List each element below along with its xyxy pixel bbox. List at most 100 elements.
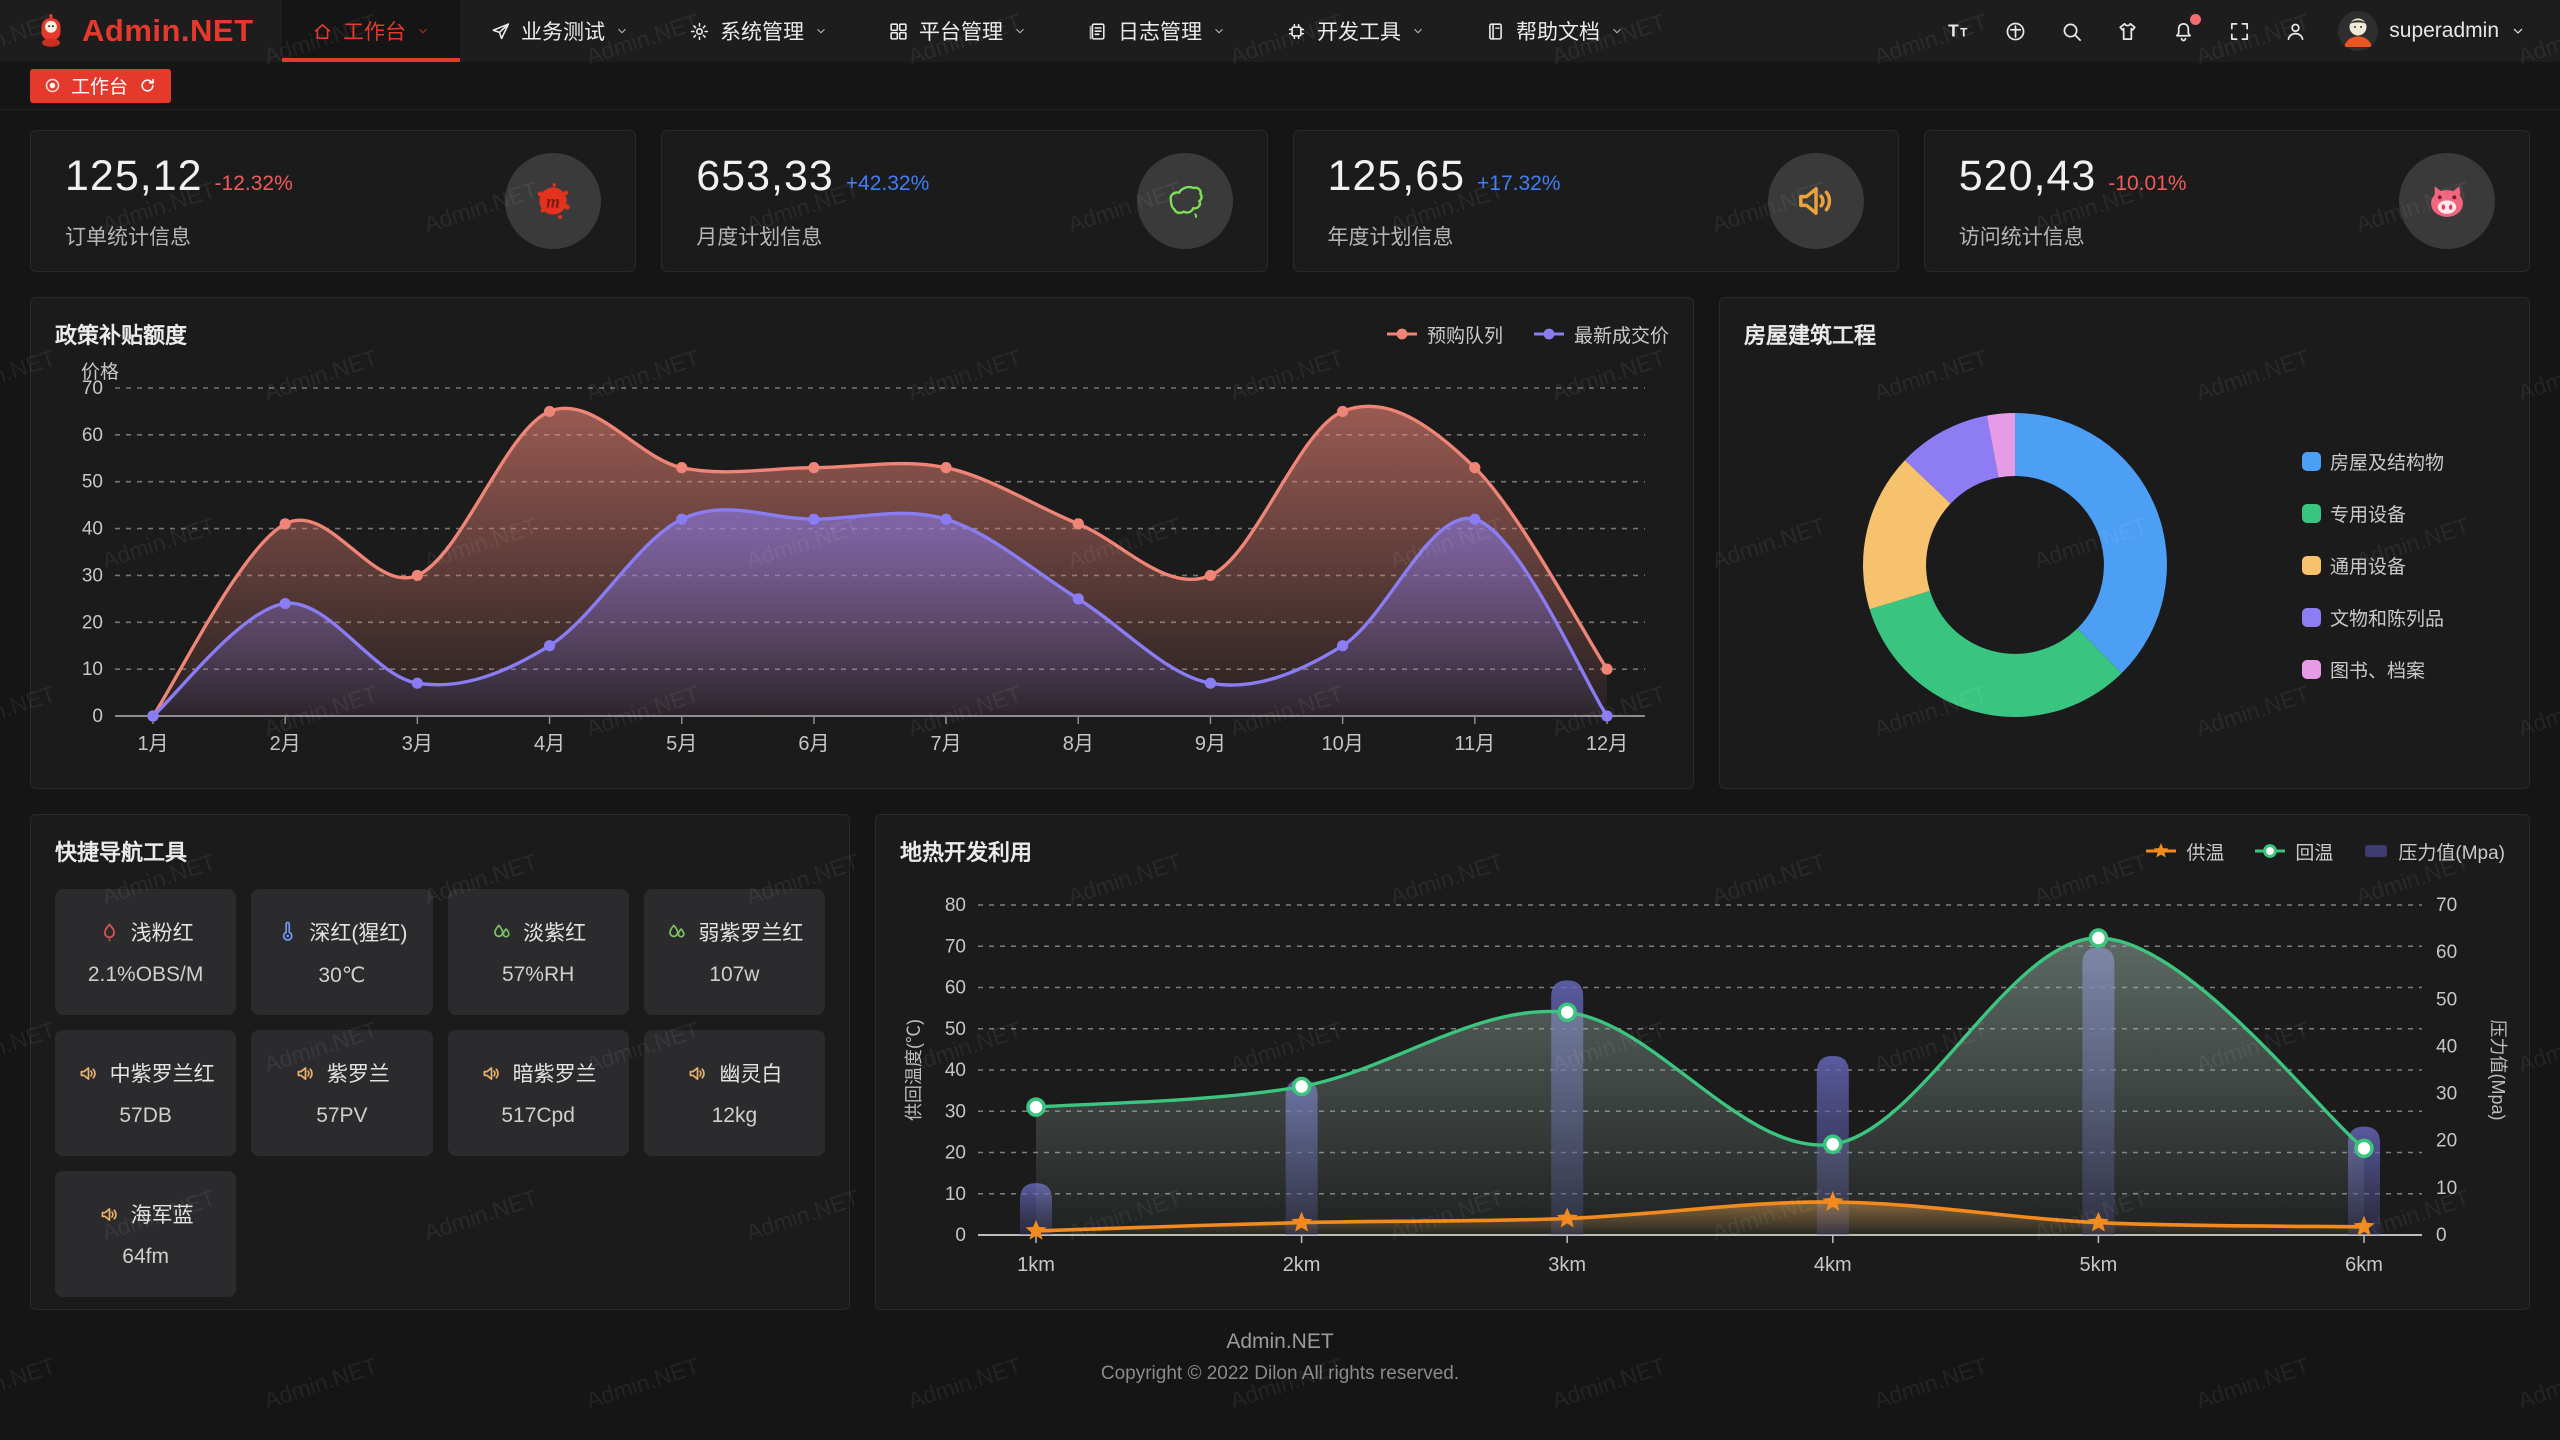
panel-geothermal: 地热开发利用 供温 回温 压力值(Mpa) 0 10 20 30 40 50 60 70 80 0 10… <box>875 814 2530 1310</box>
svg-text:10: 10 <box>82 659 103 680</box>
legend-item-供温[interactable]: 供温 <box>2145 838 2224 865</box>
donut-chart-svg <box>1863 412 2167 717</box>
legend-item-回温[interactable]: 回温 <box>2254 838 2333 865</box>
quick-nav-label: 淡紫红 <box>523 922 587 945</box>
chevron-down-icon <box>615 24 629 38</box>
nav-item-4[interactable]: 平台管理 <box>858 0 1057 62</box>
quick-nav-value: 107w <box>709 963 760 986</box>
quick-nav-value: 57PV <box>316 1104 368 1127</box>
donut-legend-item-3[interactable]: 通用设备 <box>2302 552 2444 579</box>
quick-nav-label: 浅粉红 <box>130 922 194 945</box>
volume-icon <box>686 1062 709 1085</box>
volume-icon <box>294 1062 317 1085</box>
language-icon[interactable] <box>2002 18 2028 44</box>
stat-label: 访问统计信息 <box>1958 225 2085 249</box>
svg-text:m: m <box>546 192 560 212</box>
svg-text:50: 50 <box>2436 989 2457 1010</box>
nav-item-label: 帮助文档 <box>1516 21 1600 44</box>
svg-text:10月: 10月 <box>1322 733 1364 755</box>
nav-item-label: 开发工具 <box>1317 21 1401 44</box>
quick-nav-item-7[interactable]: 暗紫罗兰 517Cpd <box>447 1030 629 1156</box>
nav-item-1[interactable]: 工作台 <box>282 0 460 62</box>
quick-nav-item-1[interactable]: 浅粉红 2.1%OBS/M <box>55 889 237 1015</box>
profile-icon[interactable] <box>2282 18 2308 44</box>
quick-nav-item-5[interactable]: 中紫罗兰红 57DB <box>55 1030 237 1156</box>
chevron-down-icon <box>1013 24 1027 38</box>
donut-legend-item-4[interactable]: 文物和陈列品 <box>2302 604 2444 631</box>
quick-nav-value: 57%RH <box>501 963 575 986</box>
search-icon[interactable] <box>2058 18 2084 44</box>
chevron-down-icon <box>1411 24 1425 38</box>
refresh-icon[interactable] <box>139 77 156 94</box>
stat-value: 653,33 <box>696 151 834 200</box>
legend-swatch <box>2302 503 2321 523</box>
stat-text: 520,43 -10.01% 访问统计信息 <box>1959 152 2187 251</box>
brand-name: Admin.NET <box>82 13 254 48</box>
donut-legend-item-5[interactable]: 图书、档案 <box>2302 656 2444 683</box>
quick-nav-item-9[interactable]: 海军蓝 64fm <box>55 1171 237 1297</box>
quick-nav-item-3[interactable]: 淡紫红 57%RH <box>447 889 629 1015</box>
legend-item-压力值(Mpa)[interactable]: 压力值(Mpa) <box>2363 838 2505 865</box>
geo-chart-legend: 供温 回温 压力值(Mpa) <box>2145 838 2505 865</box>
legend-label: 回温 <box>2295 842 2334 864</box>
stat-delta: +42.32% <box>845 171 930 195</box>
svg-text:9月: 9月 <box>1195 733 1226 755</box>
leaf-icon <box>665 921 688 944</box>
user-menu[interactable]: superadmin <box>2338 11 2526 51</box>
thermometer-icon <box>276 920 299 943</box>
quick-nav-item-2[interactable]: 深红(猩红) 30℃ <box>251 889 433 1015</box>
nav-item-2[interactable]: 业务测试 <box>460 0 659 62</box>
theme-icon[interactable] <box>2114 18 2140 44</box>
quick-nav-item-4[interactable]: 弱紫罗兰红 107w <box>643 889 825 1015</box>
legend-label: 压力值(Mpa) <box>2398 842 2505 864</box>
svg-text:T: T <box>1948 20 1959 40</box>
quick-nav-label: 深红(猩红) <box>309 921 408 945</box>
svg-text:供回温度(℃): 供回温度(℃) <box>904 1019 924 1121</box>
line-bar-chart-svg: 0 10 20 30 40 50 60 70 80 0 10 20 30 40 50 60 70 供回温度(℃) 压… <box>904 895 2508 1276</box>
svg-text:12月: 12月 <box>1586 733 1628 755</box>
donut-legend-item-2[interactable]: 专用设备 <box>2302 500 2444 527</box>
svg-text:4km: 4km <box>1814 1254 1852 1276</box>
panel-quick-nav: 快捷导航工具 浅粉红 2.1%OBS/M 深红(猩红) 30℃ 淡紫红 57%R… <box>30 814 850 1310</box>
quick-nav-label: 暗紫罗兰 <box>512 1063 597 1086</box>
quick-nav-item-6[interactable]: 紫罗兰 57PV <box>251 1030 433 1156</box>
nav-item-label: 日志管理 <box>1118 21 1202 44</box>
svg-text:60: 60 <box>2436 942 2457 963</box>
donut-legend: 房屋及结构物 专用设备 通用设备 文物和陈列品 图书、档案 <box>2302 448 2444 683</box>
quick-nav-item-8[interactable]: 幽灵白 12kg <box>643 1030 825 1156</box>
svg-text:70: 70 <box>945 936 966 957</box>
svg-text:70: 70 <box>82 378 103 399</box>
nav-item-7[interactable]: 帮助文档 <box>1455 0 1654 62</box>
quick-nav-value: 30℃ <box>318 963 366 987</box>
chevron-down-icon <box>1610 24 1624 38</box>
leaf-icon <box>490 921 513 944</box>
svg-text:11月: 11月 <box>1454 733 1495 755</box>
quick-nav-label: 海军蓝 <box>130 1204 194 1227</box>
svg-text:30: 30 <box>82 565 103 586</box>
logo-icon <box>32 12 70 50</box>
stat-delta: -12.32% <box>214 171 293 195</box>
quick-nav-grid: 浅粉红 2.1%OBS/M 深红(猩红) 30℃ 淡紫红 57%RH 弱紫罗兰红… <box>55 889 825 1297</box>
legend-item-预购队列[interactable]: 预购队列 <box>1386 321 1503 348</box>
svg-text:T: T <box>1960 25 1968 39</box>
main-menu: 工作台 业务测试 系统管理 平台管理 日志管理 开发工具 帮助文档 <box>282 0 1654 62</box>
tab-label: 工作台 <box>71 77 129 98</box>
nav-item-label: 工作台 <box>343 21 406 44</box>
legend-item-最新成交价[interactable]: 最新成交价 <box>1533 321 1669 348</box>
tab-workbench[interactable]: 工作台 <box>30 68 172 103</box>
area-chart-legend: 预购队列 最新成交价 <box>1386 321 1669 348</box>
quick-nav-value: 12kg <box>711 1104 758 1127</box>
fullscreen-icon[interactable] <box>2226 18 2252 44</box>
nav-item-5[interactable]: 日志管理 <box>1057 0 1256 62</box>
notification-icon[interactable] <box>2170 14 2202 44</box>
username: superadmin <box>2389 19 2499 42</box>
donut-legend-item-1[interactable]: 房屋及结构物 <box>2302 448 2444 475</box>
nav-item-3[interactable]: 系统管理 <box>659 0 858 62</box>
svg-text:10: 10 <box>945 1184 966 1205</box>
chevron-down-icon <box>814 24 828 38</box>
nav-item-6[interactable]: 开发工具 <box>1256 0 1455 62</box>
stat-card-4: 520,43 -10.01% 访问统计信息 <box>1923 130 2530 272</box>
donut-chart <box>1856 406 2174 724</box>
brand-logo[interactable]: Admin.NET <box>32 0 282 62</box>
